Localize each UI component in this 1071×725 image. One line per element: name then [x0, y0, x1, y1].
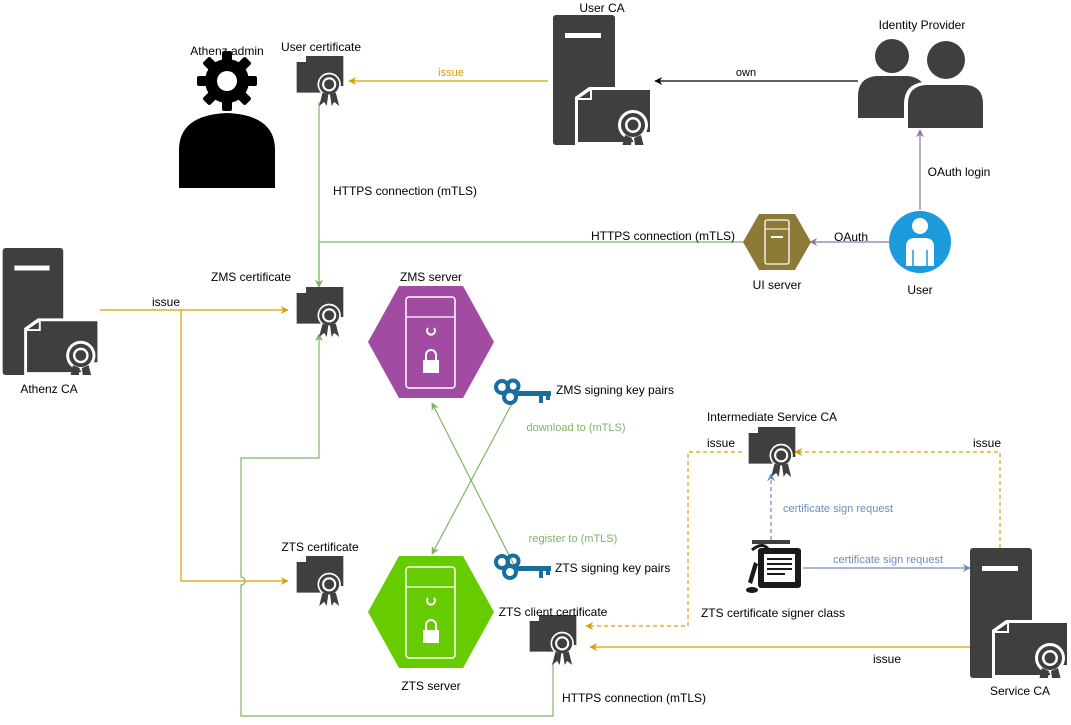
label-issue-intermediate-right: issue — [973, 436, 1001, 450]
edge-issue-zts — [180, 310, 289, 585]
edge-https-client — [240, 333, 554, 717]
certificate-icon — [747, 427, 797, 477]
certificate-icon — [295, 56, 345, 106]
label-own: own — [736, 67, 756, 79]
edge-issue-intermediate-left — [585, 451, 742, 630]
ui-hexagon — [743, 214, 811, 270]
intermediate-service-ca-label: Intermediate Service CA — [707, 410, 837, 424]
service-ca-label: Service CA — [990, 684, 1050, 698]
user-ca-node[interactable]: User CA — [553, 1, 653, 152]
user-certificate-node[interactable]: User certificate — [281, 40, 361, 106]
ca-server-icon — [2, 248, 101, 375]
zts-signing-key-label: ZTS signing key pairs — [555, 561, 670, 575]
zms-certificate-node[interactable]: ZMS certificate — [211, 270, 345, 337]
zms-server-node[interactable]: ZMS server — [368, 270, 494, 398]
label-csr-right: certificate sign request — [833, 554, 943, 566]
user-node[interactable]: User — [889, 211, 951, 297]
document-signer-icon — [746, 540, 801, 593]
edge-download-to — [431, 397, 516, 555]
certificate-icon — [295, 556, 345, 606]
athenz-admin-label: Athenz admin — [190, 44, 263, 58]
label-oauth-login: OAuth login — [928, 165, 991, 179]
label-issue-intermediate-left: issue — [707, 436, 735, 450]
zts-signer-class-label: ZTS certificate signer class — [701, 606, 845, 620]
identity-provider-node[interactable]: Identity Provider — [858, 18, 986, 130]
label-https-client: HTTPS connection (mTLS) — [562, 691, 706, 705]
label-download-to: download to (mTLS) — [526, 422, 625, 434]
service-ca-node[interactable]: Service CA — [970, 548, 1070, 698]
secure-server-icon — [405, 296, 456, 389]
zms-hexagon — [368, 286, 494, 398]
edges — [100, 77, 1001, 717]
edge-register-to — [431, 402, 516, 568]
certificate-icon — [528, 615, 578, 665]
label-csr-up: certificate sign request — [783, 503, 893, 515]
zts-certificate-label: ZTS certificate — [281, 540, 359, 554]
ui-server-node[interactable]: UI server — [743, 214, 811, 292]
zts-hexagon — [368, 556, 494, 668]
key-icon — [494, 553, 553, 580]
zts-client-certificate-label: ZTS client certificate — [499, 605, 608, 619]
user-person-icon — [906, 218, 934, 266]
athenz-admin-node[interactable]: Athenz admin — [179, 44, 275, 188]
zms-certificate-label: ZMS certificate — [211, 270, 291, 284]
label-https-ui: HTTPS connection (mTLS) — [591, 229, 735, 243]
intermediate-service-ca-node[interactable]: Intermediate Service CA — [707, 410, 837, 477]
edge-labels: issue own OAuth login HTTPS connection (… — [152, 67, 1001, 705]
secure-server-icon — [405, 566, 456, 659]
zts-client-certificate-node[interactable]: ZTS client certificate — [499, 605, 608, 665]
certificate-icon — [295, 287, 345, 337]
ca-server-icon — [970, 548, 1070, 678]
label-https-admin: HTTPS connection (mTLS) — [333, 184, 477, 198]
zms-server-label: ZMS server — [400, 270, 462, 284]
athenz-ca-node[interactable]: Athenz CA — [2, 248, 101, 396]
key-icon — [494, 378, 553, 405]
users-group-icon — [858, 38, 986, 130]
label-issue-client: issue — [873, 652, 901, 666]
admin-gear-person-icon — [179, 51, 275, 188]
edge-https-ui — [315, 241, 745, 288]
zms-signing-key-label: ZMS signing key pairs — [556, 383, 674, 397]
zts-signing-key-node[interactable]: ZTS signing key pairs — [494, 553, 670, 580]
zts-server-label: ZTS server — [401, 679, 460, 693]
user-label: User — [907, 283, 932, 297]
zts-server-node[interactable]: ZTS server — [368, 556, 494, 693]
user-ca-label: User CA — [579, 1, 624, 15]
athenz-ca-label: Athenz CA — [20, 382, 77, 396]
ui-server-label: UI server — [753, 278, 802, 292]
zms-signing-key-node[interactable]: ZMS signing key pairs — [494, 378, 674, 405]
label-register-to: register to (mTLS) — [529, 533, 618, 545]
zts-certificate-node[interactable]: ZTS certificate — [281, 540, 359, 606]
label-oauth: OAuth — [834, 230, 868, 244]
label-issue-user-cert: issue — [438, 67, 464, 79]
label-issue-zms: issue — [152, 295, 180, 309]
identity-provider-label: Identity Provider — [879, 18, 966, 32]
server-icon — [764, 219, 790, 265]
edge-issue-intermediate-right — [794, 448, 1001, 548]
user-certificate-label: User certificate — [281, 40, 361, 54]
zts-signer-class-node[interactable]: ZTS certificate signer class — [701, 540, 845, 620]
ca-server-icon — [553, 15, 653, 145]
